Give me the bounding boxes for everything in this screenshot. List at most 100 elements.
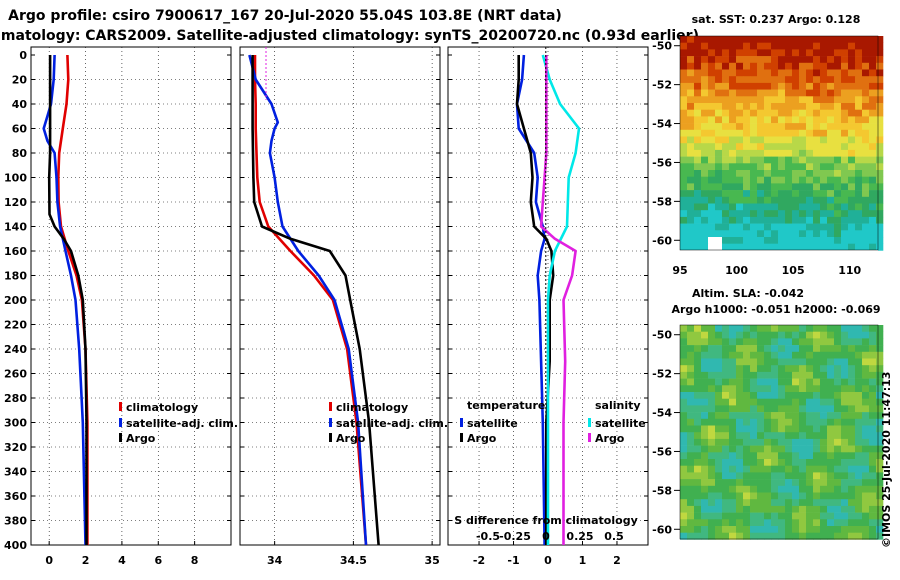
altimetry-cell: [834, 345, 842, 353]
altimetry-cell: [841, 492, 849, 500]
altimetry-cell: [771, 412, 779, 420]
sst-cell: [792, 216, 800, 224]
altimetry-cell: [820, 398, 828, 406]
sst-cell: [701, 42, 709, 50]
sst-cell: [813, 123, 821, 131]
sst-cell: [764, 190, 772, 198]
altimetry-cell: [855, 371, 863, 379]
altimetry-cell: [841, 465, 849, 473]
sst-cell: [687, 96, 695, 104]
sst-cell: [834, 76, 842, 84]
altimetry-cell: [876, 345, 884, 353]
sst-cell: [715, 196, 723, 204]
altimetry-cell: [680, 405, 688, 413]
sst-cell: [729, 62, 737, 70]
sst-cell: [743, 49, 751, 57]
altimetry-cell: [764, 358, 772, 366]
depth-axis: 0204060801001201401601802002202402602803…: [4, 49, 27, 552]
sst-cell: [813, 196, 821, 204]
map-y-tick-label: -60: [652, 523, 672, 536]
altimetry-cell: [876, 445, 884, 453]
altimetry-cell: [764, 325, 772, 332]
altimetry-cell: [785, 505, 793, 513]
altimetry-cell: [827, 378, 835, 386]
sst-cell: [813, 116, 821, 124]
altimetry-cell: [813, 325, 821, 332]
sst-cell: [869, 82, 877, 90]
sst-cell: [722, 149, 730, 157]
sst-cell: [764, 143, 772, 151]
altimetry-cell: [743, 472, 751, 480]
altimetry-cell: [820, 378, 828, 386]
sst-cell: [799, 136, 807, 144]
sst-cell: [764, 56, 772, 64]
sst-cell: [757, 103, 765, 110]
sst-cell: [729, 136, 737, 144]
sst-cell: [841, 116, 849, 124]
altimetry-cell: [834, 378, 842, 386]
altimetry-cell: [736, 385, 744, 393]
sst-cell: [841, 143, 849, 151]
altimetry-cell: [729, 331, 737, 339]
map-y-tick-label: -56: [652, 156, 672, 169]
sst-cell: [694, 129, 702, 137]
sst-cell: [820, 149, 828, 157]
sst-cell: [757, 190, 765, 198]
altimetry-cell: [785, 405, 793, 413]
altimetry-cell: [876, 505, 884, 513]
sst-cell: [876, 103, 884, 110]
sst-cell: [869, 123, 877, 131]
sst-cell: [855, 123, 863, 131]
altimetry-cell: [813, 499, 821, 507]
sst-cell: [757, 116, 765, 124]
sst-cell: [799, 103, 807, 110]
sst-cell: [729, 210, 737, 218]
sst-cell: [813, 49, 821, 57]
sst-cell: [778, 156, 786, 164]
altimetry-cell: [792, 392, 800, 399]
sst-map-frame: [679, 35, 879, 251]
altimetry-cell: [862, 325, 870, 332]
altimetry-cell: [862, 365, 870, 373]
legend-climatology: climatology: [126, 401, 198, 414]
legend-argo-swatch: [119, 433, 122, 442]
sst-cell: [743, 96, 751, 104]
altimetry-cell: [827, 532, 835, 540]
altimetry-cell: [806, 325, 814, 332]
sst-cell: [806, 82, 814, 90]
altimetry-cell: [876, 425, 884, 433]
sst-cell: [687, 170, 695, 177]
sst-cell: [813, 190, 821, 198]
sst-cell: [750, 163, 758, 171]
altimetry-cell: [806, 459, 814, 466]
sst-cell: [687, 230, 695, 238]
altimetry-cell: [841, 338, 849, 346]
altimetry-cell: [848, 358, 856, 366]
altimetry-cell: [862, 345, 870, 353]
sst-cell: [708, 210, 716, 218]
salinity-panel-frame: [239, 46, 441, 546]
sst-cell: [792, 103, 800, 110]
sst-cell: [757, 210, 765, 218]
altimetry-cell: [813, 432, 821, 440]
altimetry-cell: [799, 351, 807, 359]
sst-cell: [708, 82, 716, 90]
sst-cell: [771, 96, 779, 104]
altimetry-cell: [876, 385, 884, 393]
altimetry-cell: [715, 405, 723, 413]
altimetry-cell: [694, 345, 702, 353]
sst-cell: [876, 210, 884, 218]
sst-cell: [855, 237, 863, 244]
sst-cell: [743, 170, 751, 177]
sst-cell: [743, 163, 751, 171]
altimetry-cell: [715, 371, 723, 379]
altimetry-cell: [694, 365, 702, 373]
altimetry-cell: [736, 526, 744, 533]
altimetry-cell: [757, 492, 765, 500]
altimetry-cell: [841, 499, 849, 507]
altimetry-cell: [687, 485, 695, 493]
sst-cell: [862, 243, 870, 251]
sst-cell: [806, 196, 814, 204]
sst-cell: [799, 163, 807, 171]
altimetry-cell: [813, 425, 821, 433]
